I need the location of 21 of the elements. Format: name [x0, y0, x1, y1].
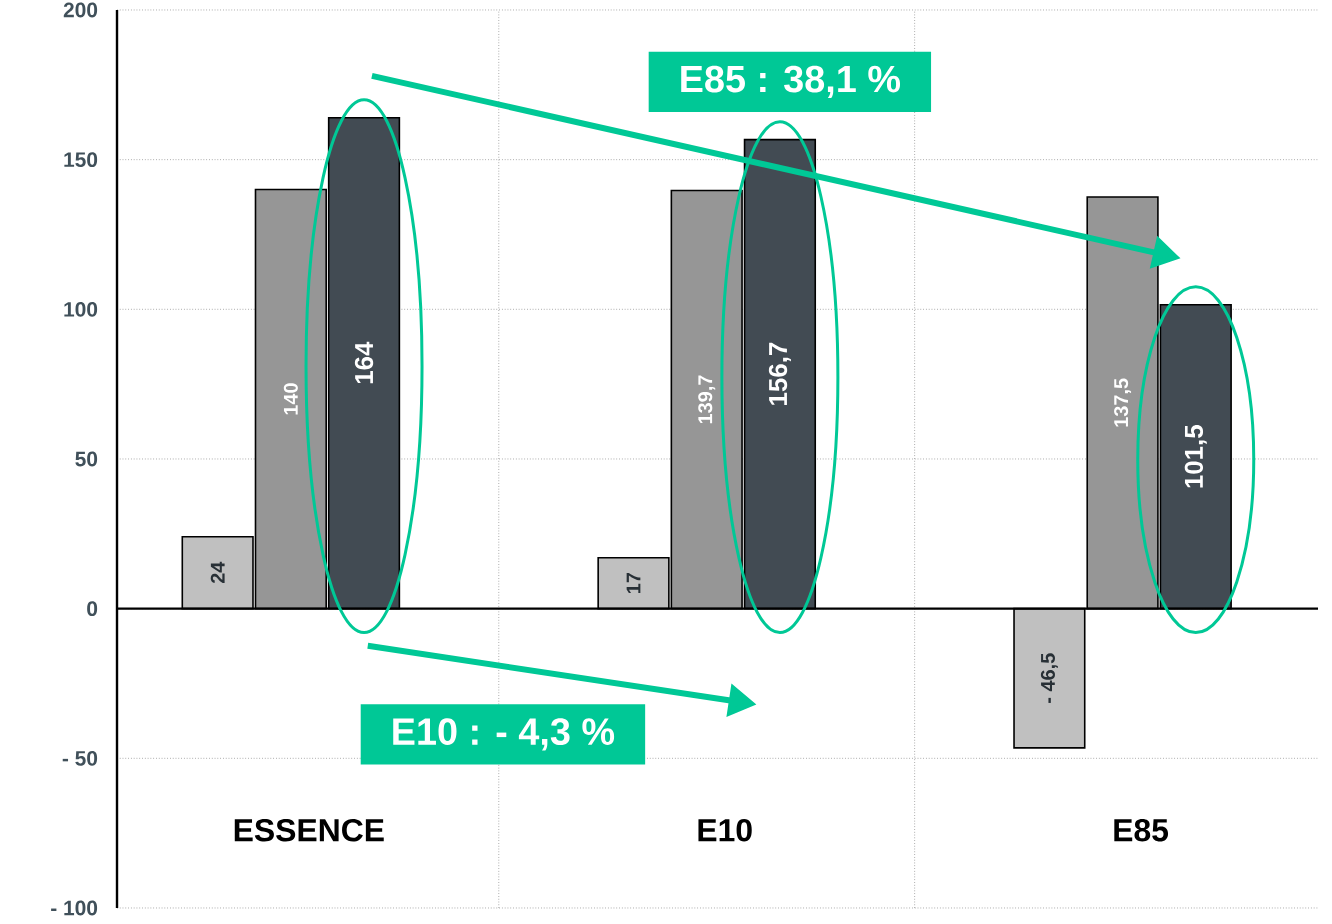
data-label: - 46,5: [1040, 653, 1058, 703]
y-tick-label: - 50: [62, 750, 98, 766]
data-label: 139,7: [698, 375, 716, 424]
y-tick-label: 150: [64, 152, 98, 168]
data-label: 101,5: [1184, 425, 1207, 488]
data-label: 164: [354, 341, 374, 384]
y-tick-label: - 100: [51, 900, 98, 916]
x-tick-label: E85: [1114, 818, 1169, 842]
y-tick-label: 100: [64, 301, 98, 317]
x-tick-label: ESSENCE: [234, 818, 384, 842]
y-tick-label: 200: [63, 2, 98, 18]
annotation: E10 : - 4,3 %: [393, 718, 615, 751]
data-label: 156,7: [768, 342, 791, 405]
data-label: 24: [210, 561, 225, 584]
x-tick-label: E10: [698, 818, 752, 842]
annotation: E85 : 38,1 %: [681, 65, 901, 98]
data-label: 140: [283, 383, 298, 415]
y-tick-label: 0: [87, 601, 98, 617]
y-tick-label: 50: [75, 451, 98, 467]
data-label: 17: [626, 572, 641, 594]
data-label: 137,5: [1114, 378, 1132, 427]
